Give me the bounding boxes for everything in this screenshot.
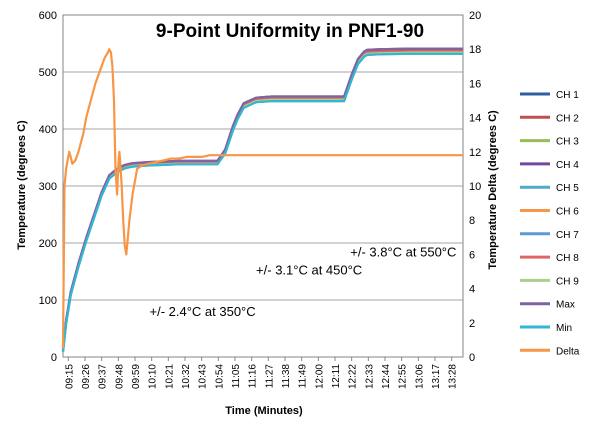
x-tick-label: 11:38 (281, 364, 292, 389)
x-tick-label: 11:05 (231, 364, 242, 389)
annotation-text: +/- 2.4°C at 350°C (149, 304, 255, 319)
chart-title: 9-Point Uniformity in PNF1-90 (156, 21, 424, 42)
y-tick-label: 200 (39, 238, 57, 250)
x-tick-label: 12:00 (314, 364, 325, 389)
y2-tick-label: 0 (469, 352, 475, 364)
y2-tick-label: 18 (469, 44, 481, 56)
plot-area (62, 14, 464, 358)
legend-label: CH 9 (556, 276, 579, 287)
x-tick-label: 11:16 (248, 364, 259, 389)
x-tick-label: 13:28 (448, 364, 459, 389)
legend-label: Min (556, 323, 572, 334)
annotation-text: +/- 3.8°C at 550°C (350, 245, 456, 260)
y-axis-ticks: 0 100 200 300 400 500 600 (39, 10, 57, 364)
legend-label: CH 8 (556, 253, 579, 264)
y-tick-label: 600 (39, 10, 57, 22)
legend-label: CH 4 (556, 160, 579, 171)
x-tick-label: 10:32 (181, 364, 192, 389)
x-axis-ticks: 09:15 09:26 09:37 09:48 09:59 10:10 10:21 10:32… (64, 357, 459, 389)
y2-tick-label: 14 (469, 113, 481, 125)
y-tick-label: 400 (39, 124, 57, 136)
y-tick-label: 300 (39, 181, 57, 193)
y2-tick-label: 10 (469, 181, 481, 193)
legend-label: CH 3 (556, 137, 579, 148)
y-axis-title: Temperature (degrees C) (16, 120, 28, 250)
series-layer (61, 47, 463, 353)
plot-border (62, 14, 464, 358)
y-tick-label: 0 (51, 352, 57, 364)
legend-label: CH 5 (556, 183, 579, 194)
legend: CH 1 CH 2 CH 3 CH 4 CH 5 CH 6 CH 7 CH 8 CH 9 Max M… (520, 90, 580, 357)
y-tick-label: 500 (39, 67, 57, 79)
x-tick-label: 13:06 (414, 364, 425, 389)
legend-label: CH 7 (556, 230, 579, 241)
y2-axis-title: Temperature Delta (degrees C) (487, 110, 499, 270)
x-tick-label: 09:37 (98, 364, 109, 389)
y-tick-label: 100 (39, 295, 57, 307)
y2-tick-label: 12 (469, 147, 481, 159)
legend-label: CH 2 (556, 113, 579, 124)
x-tick-label: 12:33 (364, 364, 375, 389)
y2-tick-label: 8 (469, 215, 475, 227)
x-tick-label: 09:48 (114, 364, 125, 389)
x-tick-label: 12:55 (398, 364, 409, 389)
series-line-min (61, 52, 463, 353)
y2-tick-label: 6 (469, 249, 475, 261)
y2-tick-label: 2 (469, 318, 475, 330)
legend-label: Max (556, 300, 575, 311)
x-tick-label: 10:10 (148, 364, 159, 389)
x-tick-label: 13:17 (431, 364, 442, 389)
x-tick-label: 09:15 (64, 364, 75, 389)
x-tick-label: 10:43 (198, 364, 209, 389)
x-tick-label: 11:27 (264, 364, 275, 389)
y2-tick-label: 16 (469, 78, 481, 90)
x-tick-label: 10:21 (164, 364, 175, 389)
y2-tick-label: 4 (469, 284, 475, 296)
x-axis-title: Time (Minutes) (225, 405, 303, 417)
legend-label: CH 6 (556, 207, 579, 218)
x-tick-label: 11:49 (298, 364, 309, 389)
y2-axis-ticks: 0 2 4 6 8 10 12 14 16 18 20 (469, 10, 481, 364)
annotation-text: +/- 3.1°C at 450°C (256, 262, 362, 277)
x-tick-label: 12:11 (331, 364, 342, 389)
series-line-delta (61, 48, 463, 349)
legend-label: Delta (556, 346, 580, 357)
x-tick-label: 09:26 (81, 364, 92, 389)
x-tick-label: 09:59 (131, 364, 142, 389)
x-tick-label: 12:22 (348, 364, 359, 389)
annotations: +/- 2.4°C at 350°C +/- 3.1°C at 450°C +/- … (149, 245, 456, 319)
x-tick-label: 12:44 (381, 364, 392, 389)
x-tick-label: 10:54 (214, 364, 225, 389)
legend-label: CH 1 (556, 90, 579, 101)
y2-tick-label: 20 (469, 10, 481, 22)
